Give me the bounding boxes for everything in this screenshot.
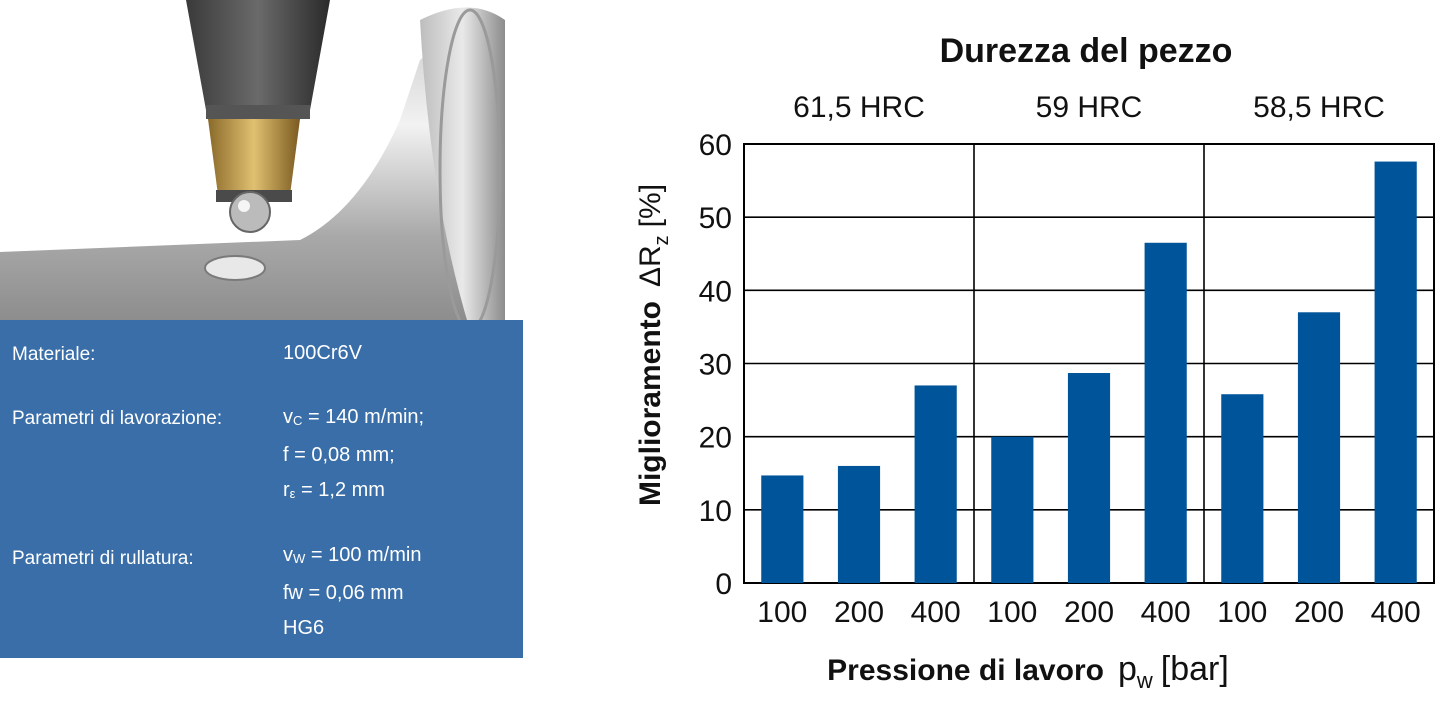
x-tick-label: 100	[757, 596, 807, 629]
bar	[1144, 242, 1187, 583]
bar	[1374, 161, 1417, 583]
bar	[837, 465, 881, 583]
rolling-params-values: vW = 100 m/min fw = 0,06 mm HG6	[283, 538, 421, 646]
y-tick-label: 20	[699, 422, 732, 455]
y-tick-label: 60	[699, 129, 732, 162]
roughness-improvement-chart: Durezza del pezzo 61,5 HRC 59 HRC 58,5 HRC…	[634, 32, 1435, 693]
nose-radius: rε = 1,2 mm	[283, 479, 385, 501]
x-tick-label: 100	[1217, 596, 1267, 629]
y-tick-label: 40	[699, 275, 732, 308]
x-tick-label: 400	[1141, 596, 1191, 629]
x-tick-label: 100	[987, 596, 1037, 629]
y-tick-label: 0	[715, 568, 732, 601]
x-tick-label: 400	[1371, 596, 1421, 629]
machining-params-values: vC = 140 m/min; f = 0,08 mm; rε = 1,2 mm	[283, 400, 424, 511]
bar	[1221, 394, 1264, 583]
rolling-speed: vW = 100 m/min	[283, 544, 422, 566]
bar	[761, 475, 804, 583]
bar	[1067, 373, 1111, 583]
material-label: Materiale:	[12, 344, 96, 365]
hardness-group-label: 59 HRC	[1036, 91, 1143, 124]
bar	[1297, 312, 1341, 583]
x-tick-label: 200	[1294, 596, 1344, 629]
y-tick-label: 10	[699, 495, 732, 528]
y-axis-label: MiglioramentoΔRz[%]	[634, 184, 673, 506]
feed: f = 0,08 mm;	[283, 444, 395, 466]
y-tick-label: 50	[699, 202, 732, 235]
bar	[991, 436, 1034, 583]
material-value: 100Cr6V	[283, 342, 362, 364]
hardness-group-label: 61,5 HRC	[793, 91, 925, 124]
rolling-feed: fw = 0,06 mm	[283, 582, 404, 604]
chart-title: Durezza del pezzo	[940, 32, 1233, 70]
rolling-tool: HG6	[283, 617, 325, 639]
hardness-group-label: 58,5 HRC	[1253, 91, 1385, 124]
bar	[914, 385, 957, 583]
y-tick-label: 30	[699, 349, 732, 382]
x-axis-label: Pressione di lavoro pw [bar]	[827, 650, 1229, 693]
specs-panel: Materiale: 100Cr6V Parametri di lavorazi…	[0, 320, 523, 658]
x-tick-label: 200	[834, 596, 884, 629]
roller-tool-photo	[0, 0, 530, 330]
machining-params-label: Parametri di lavorazione:	[12, 408, 223, 429]
rolling-params-label: Parametri di rullatura:	[12, 548, 194, 569]
x-tick-label: 400	[911, 596, 961, 629]
cutting-speed: vC = 140 m/min;	[283, 406, 425, 428]
x-tick-label: 200	[1064, 596, 1114, 629]
